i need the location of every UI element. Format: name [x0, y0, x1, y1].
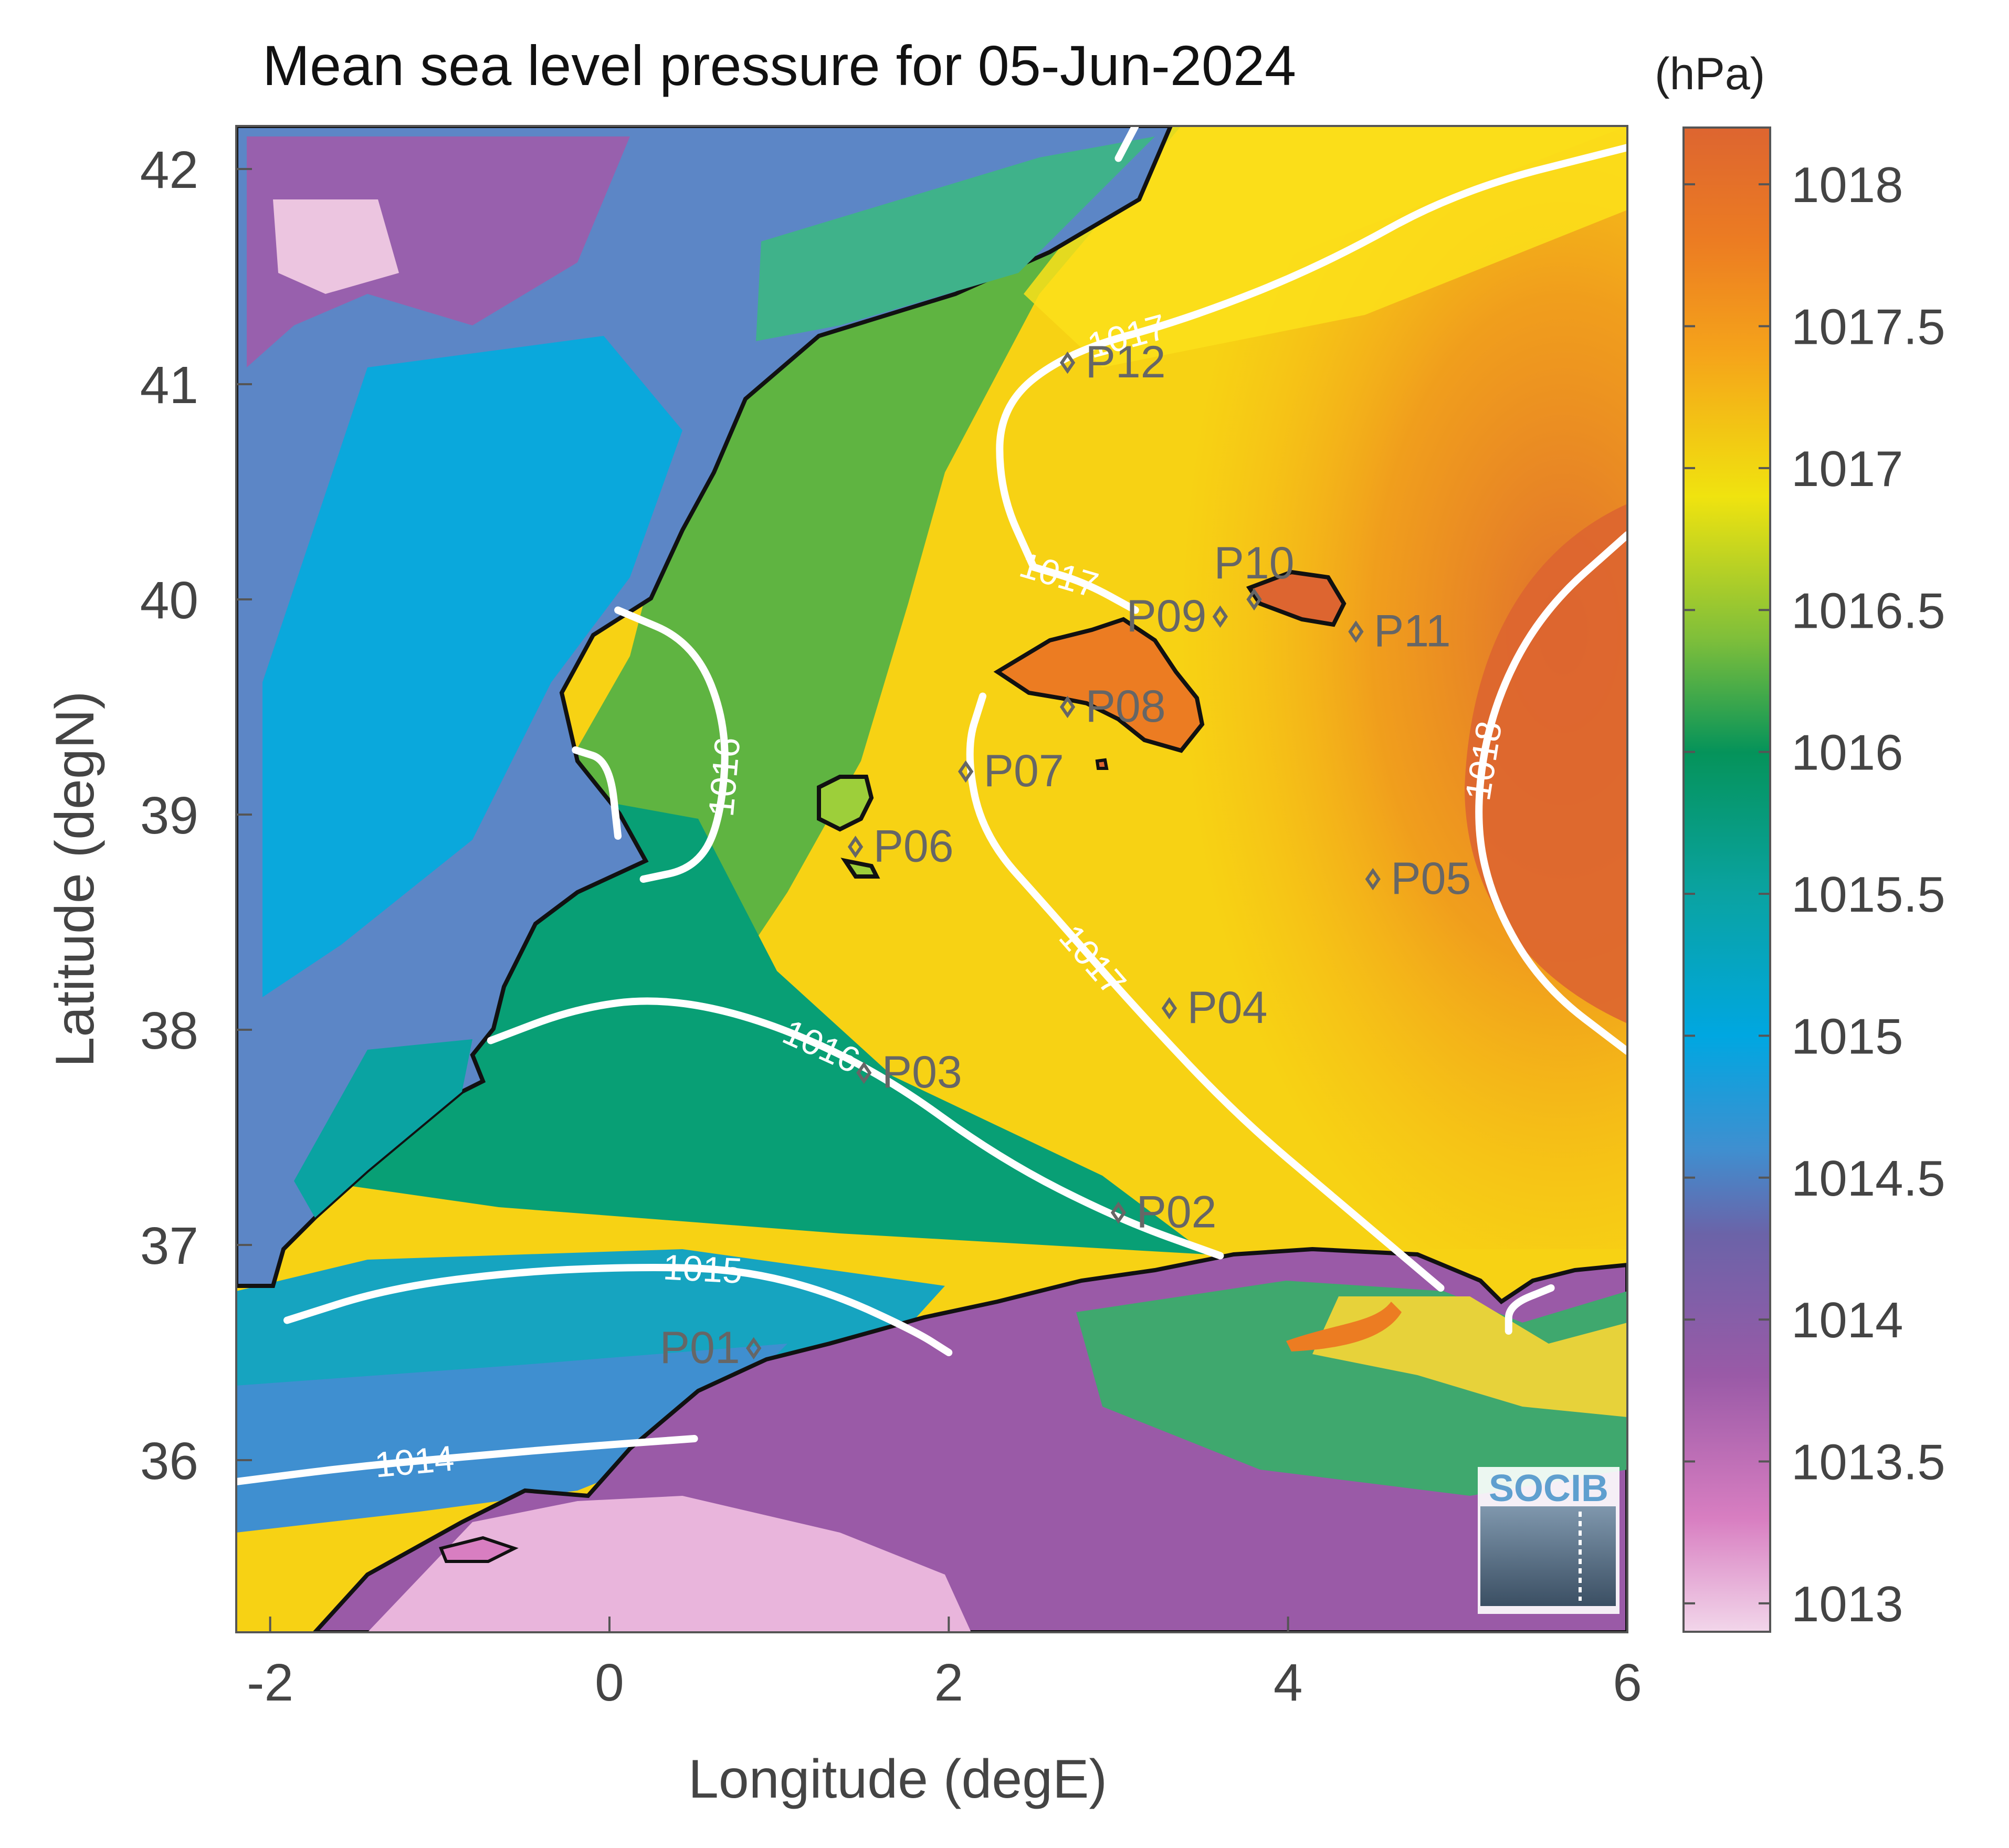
x-tick-label: 4: [1274, 1653, 1303, 1712]
y-axis: 36 37 38 39 40 41 42: [140, 141, 252, 1491]
colorbar-tick-label: 1015: [1791, 1008, 1903, 1064]
station-label: P02: [1136, 1187, 1216, 1238]
land-iberia-interior-purple: [247, 136, 630, 367]
contour-label: 1016: [701, 736, 748, 818]
contour-label: 1014: [373, 1438, 456, 1485]
contour-line-1017: [1029, 563, 1139, 614]
x-axis: -2 0 2 4 6: [247, 1617, 1642, 1712]
contour-line-1017: [966, 692, 1445, 1292]
station-marker: [1246, 588, 1262, 611]
colorbar-tick-label: 1013.5: [1791, 1434, 1945, 1491]
colorbar-tick-label: 1016.5: [1791, 583, 1945, 639]
pressure-shading-far-east: [1465, 504, 1627, 1023]
station-marker: [1161, 997, 1177, 1020]
station-marker: [1059, 351, 1076, 374]
y-tick-label: 38: [140, 1001, 198, 1060]
island-ibiza: [817, 775, 874, 832]
station-marker: [1212, 605, 1228, 628]
station-label: P10: [1214, 538, 1295, 588]
x-tick-label: 2: [934, 1653, 964, 1712]
station-label: P03: [882, 1047, 962, 1097]
pressure-shading-sea-green: [472, 126, 1181, 1023]
station-marker: [958, 760, 974, 783]
y-tick-label: 36: [140, 1432, 198, 1491]
station-label: P09: [1126, 591, 1206, 641]
island-menorca: [1246, 569, 1347, 627]
land-iberia-interior-pink: [273, 199, 399, 294]
land-africa-hotspot: [1286, 1302, 1402, 1351]
contour-line-1016: [572, 746, 622, 840]
station-label: P12: [1086, 337, 1166, 387]
pressure-shading-sea-blue: [236, 1344, 787, 1533]
y-axis-label: Latitude (degN): [45, 691, 106, 1068]
colorbar-ticks: 1013 1013.5 1014 1014.5 1015 1015.5 1016 1016.5…: [1684, 157, 1945, 1632]
contour-line-1017: [1505, 1284, 1555, 1335]
station-label: P11: [1374, 606, 1451, 657]
island-cabrera: [1095, 758, 1109, 770]
station-marker: [856, 1061, 872, 1084]
station-label: P08: [1086, 681, 1166, 732]
land-iberia-interior-green: [756, 136, 1155, 341]
colorbar-tick-label: 1017: [1791, 441, 1903, 497]
map-title: Mean sea level pressure for 05-Jun-2024: [262, 34, 1296, 97]
colorbar-tick-label: 1016: [1791, 725, 1903, 781]
colorbar-tick-label: 1015.5: [1791, 867, 1945, 923]
station-marker: [1365, 868, 1381, 891]
island-formentera: [840, 858, 880, 879]
contour-line-1017: [996, 144, 1627, 571]
island-alboran: [438, 1536, 519, 1563]
station-marker: [1348, 620, 1364, 643]
y-tick-label: 41: [140, 356, 198, 415]
station-marker: [1110, 1201, 1127, 1224]
contour-line-1016: [614, 606, 729, 883]
contour-line-1016: [487, 997, 1224, 1260]
colorbar-tick-label: 1014: [1791, 1292, 1903, 1348]
socib-logo-graphic: [1480, 1506, 1616, 1606]
x-axis-label: Longitude (degE): [688, 1749, 1107, 1810]
land-africa-pink: [367, 1496, 971, 1632]
colorbar-tick-label: 1014.5: [1791, 1150, 1945, 1207]
contour-line-1014: [236, 1435, 698, 1485]
contour-label: 1015: [662, 1247, 743, 1291]
station-marker: [847, 836, 864, 858]
pressure-shading-east-high: [987, 126, 1627, 1249]
station-label: P01: [660, 1323, 740, 1373]
station-label: P04: [1187, 983, 1267, 1033]
land-iberia-interior-cyan: [262, 336, 682, 997]
land-iberia-south-teal: [294, 1039, 472, 1218]
y-tick-label: 37: [140, 1217, 198, 1275]
socib-logo: SOCIB: [1478, 1467, 1619, 1614]
x-tick-label: 0: [595, 1653, 624, 1712]
station-label: P06: [874, 821, 954, 872]
colorbar: [1682, 126, 1771, 1633]
colorbar-tick-label: 1013: [1791, 1576, 1903, 1632]
station-label: P07: [984, 746, 1064, 796]
y-tick-label: 39: [140, 786, 198, 845]
colorbar-tick-label: 1017.5: [1791, 299, 1945, 355]
colorbar-tick-label: 1018: [1791, 157, 1903, 213]
station-label: P05: [1391, 853, 1471, 904]
colorbar-unit: (hPa): [1655, 49, 1765, 99]
x-tick-label: 6: [1613, 1653, 1642, 1712]
x-tick-label: -2: [247, 1653, 293, 1712]
y-tick-label: 40: [140, 571, 198, 630]
contour-line-1015: [283, 1264, 953, 1356]
y-tick-label: 42: [140, 141, 198, 199]
land-africa-yellow: [1312, 1296, 1627, 1417]
map-frame: [235, 125, 1628, 1633]
contour-line-1018: [1475, 531, 1627, 1055]
station-marker: [1059, 695, 1076, 719]
socib-logo-text: SOCIB: [1489, 1467, 1608, 1509]
station-marker: [746, 1337, 762, 1360]
